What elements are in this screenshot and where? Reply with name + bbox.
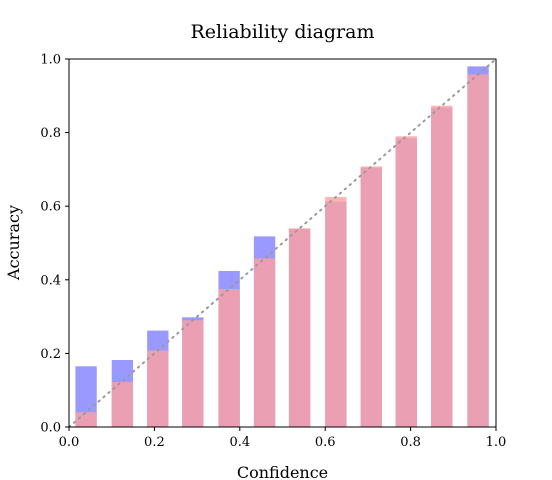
x-tick-label: 0.2 bbox=[144, 435, 165, 450]
y-tick-label: 0.2 bbox=[40, 347, 61, 362]
x-tick-label: 0.8 bbox=[400, 435, 421, 450]
bar-series2-2 bbox=[111, 382, 134, 427]
bar-series2-3 bbox=[147, 350, 169, 427]
x-tick-label: 0.4 bbox=[229, 435, 250, 450]
bar-series2-1 bbox=[75, 412, 97, 427]
x-tick-label: 1.0 bbox=[486, 435, 507, 450]
x-tick-label: 0.0 bbox=[59, 435, 80, 450]
bar-series2-8 bbox=[325, 197, 347, 427]
x-axis-ticks: 0.0 0.2 0.4 0.6 0.8 1.0 bbox=[59, 427, 507, 450]
bar-series1-1 bbox=[75, 366, 97, 427]
chart-title: Reliability diagram bbox=[191, 21, 375, 43]
y-tick-label: 0.6 bbox=[40, 200, 61, 215]
y-tick-label: 1.0 bbox=[40, 53, 61, 68]
y-axis-label: Accuracy bbox=[4, 205, 23, 281]
bar-series2-10 bbox=[395, 136, 418, 427]
perfect-calibration-line bbox=[68, 58, 497, 428]
bar-series2-12 bbox=[467, 74, 489, 428]
plot-frame bbox=[68, 58, 497, 428]
bar-series2-9 bbox=[360, 166, 382, 427]
bar-series2-5 bbox=[218, 289, 240, 427]
bar-series2-4 bbox=[182, 320, 204, 427]
bar-series2-6 bbox=[253, 258, 276, 427]
x-tick-label: 0.6 bbox=[315, 435, 336, 450]
y-tick-label: 0.0 bbox=[40, 421, 61, 436]
y-axis-ticks: 0.0 0.2 0.4 0.6 0.8 1.0 bbox=[40, 53, 69, 436]
x-axis-label: Confidence bbox=[237, 463, 328, 480]
y-tick-label: 0.4 bbox=[40, 273, 61, 288]
y-tick-label: 0.8 bbox=[40, 126, 61, 141]
bar-series2-11 bbox=[431, 105, 453, 428]
bars-layer bbox=[75, 66, 489, 428]
bar-series2-7 bbox=[288, 228, 311, 427]
